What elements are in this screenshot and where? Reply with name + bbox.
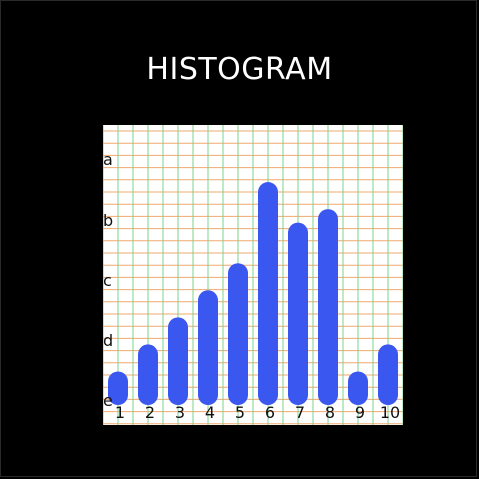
x-tick-label-10: 10 bbox=[380, 403, 400, 422]
x-tick-labels: 1 2 3 4 5 6 7 8 9 10 bbox=[115, 403, 400, 422]
histogram-bar-2 bbox=[138, 344, 158, 405]
y-tick-label-a: a bbox=[103, 150, 113, 169]
x-tick-label-4: 4 bbox=[205, 403, 215, 422]
y-tick-label-b: b bbox=[103, 211, 113, 230]
histogram-bar-4 bbox=[198, 290, 218, 405]
histogram-bar-7 bbox=[288, 222, 308, 405]
chart-title: HISTOGRAM bbox=[146, 52, 333, 87]
histogram-bar-1 bbox=[108, 371, 128, 405]
y-tick-label-e: e bbox=[103, 391, 113, 410]
bars bbox=[108, 182, 398, 405]
histogram-bar-5 bbox=[228, 263, 248, 405]
x-tick-label-2: 2 bbox=[145, 403, 155, 422]
y-tick-label-c: c bbox=[103, 271, 112, 290]
histogram-bar-9 bbox=[348, 371, 368, 405]
x-tick-label-1: 1 bbox=[115, 403, 125, 422]
x-tick-label-3: 3 bbox=[175, 403, 185, 422]
x-tick-label-7: 7 bbox=[295, 403, 305, 422]
histogram-bar-8 bbox=[318, 209, 338, 405]
histogram-bar-3 bbox=[168, 317, 188, 405]
histogram-plot: a b c d e 1 2 3 4 5 6 7 8 9 10 bbox=[103, 125, 403, 425]
y-tick-label-d: d bbox=[103, 331, 113, 350]
histogram-bar-10 bbox=[378, 344, 398, 405]
histogram-bar-6 bbox=[258, 182, 278, 405]
x-tick-label-6: 6 bbox=[265, 403, 275, 422]
x-tick-label-9: 9 bbox=[355, 403, 365, 422]
y-tick-labels: a b c d e bbox=[103, 150, 113, 410]
x-tick-label-5: 5 bbox=[235, 403, 245, 422]
x-tick-label-8: 8 bbox=[325, 403, 335, 422]
